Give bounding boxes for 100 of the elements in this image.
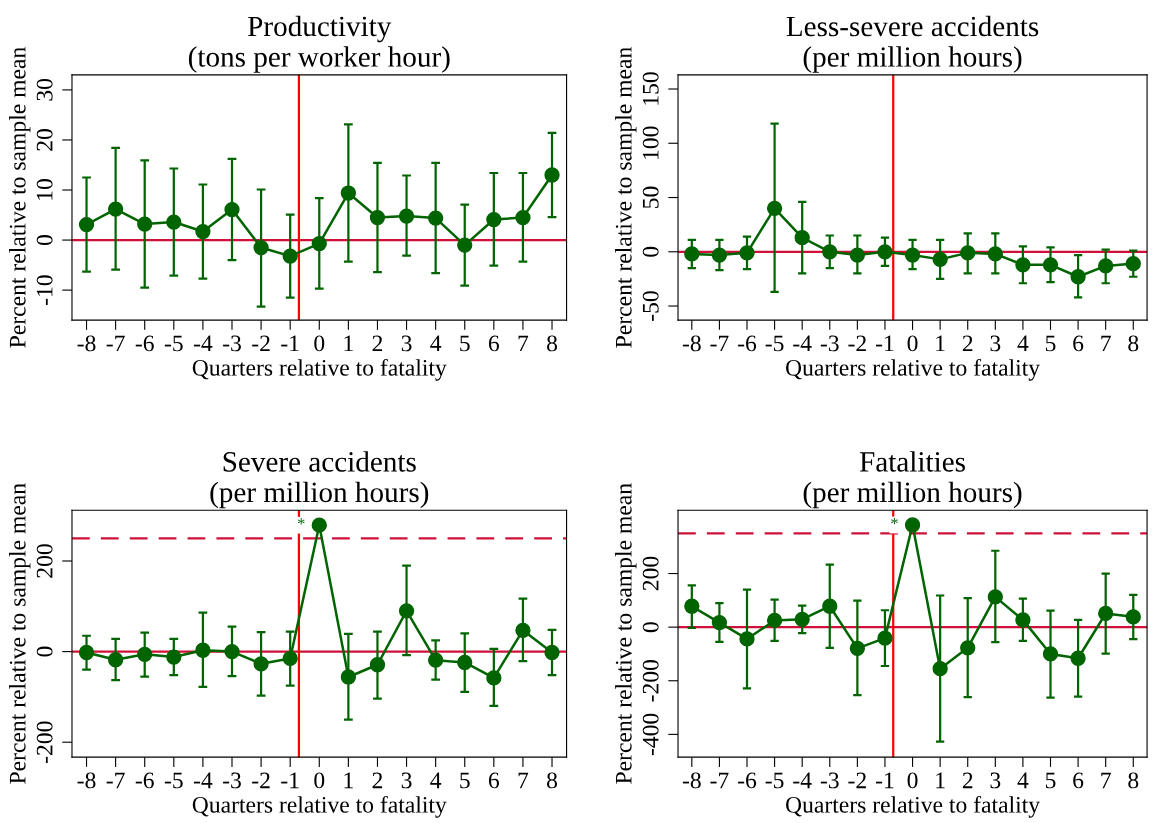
x-tick-label: -8 bbox=[682, 772, 701, 789]
point bbox=[711, 614, 728, 631]
point bbox=[137, 216, 153, 232]
point bbox=[932, 661, 948, 677]
point bbox=[794, 611, 810, 628]
point bbox=[1015, 257, 1031, 273]
point bbox=[877, 244, 893, 260]
x-tick-label: -7 bbox=[106, 335, 125, 352]
point bbox=[877, 630, 893, 646]
point bbox=[107, 652, 124, 668]
x-tick-label: -5 bbox=[164, 335, 183, 352]
point bbox=[137, 646, 153, 662]
x-tick-label: 3 bbox=[990, 335, 1001, 352]
x-tick-label: 6 bbox=[488, 335, 500, 352]
x-tick-label: 8 bbox=[547, 335, 558, 352]
x-axis-title: Quarters relative to fatality bbox=[786, 795, 1040, 818]
x-tick-label: -2 bbox=[252, 772, 270, 789]
point bbox=[195, 642, 211, 658]
x-tick-label: -4 bbox=[193, 335, 213, 352]
x-tick-label: 6 bbox=[488, 772, 500, 789]
point bbox=[428, 652, 444, 668]
x-axis-title: Quarters relative to fatality bbox=[192, 358, 447, 381]
x-tick-label: -5 bbox=[164, 772, 183, 789]
x-tick-label: 2 bbox=[372, 335, 383, 352]
point bbox=[1070, 269, 1086, 285]
y-tick-label: 0 bbox=[36, 235, 53, 246]
point bbox=[822, 598, 838, 614]
x-tick-label: 0 bbox=[907, 335, 918, 352]
x-tick-label: 3 bbox=[401, 772, 412, 789]
x-tick-label: 2 bbox=[962, 335, 973, 352]
point bbox=[311, 517, 327, 533]
x-tick-label: 0 bbox=[314, 335, 325, 352]
x-tick-label: -4 bbox=[793, 335, 812, 352]
x-tick-label: 4 bbox=[430, 335, 442, 352]
x-tick-label: 0 bbox=[907, 772, 918, 789]
x-tick-label: 8 bbox=[1128, 772, 1139, 789]
x-tick-label: -3 bbox=[820, 772, 839, 789]
x-tick-label: -7 bbox=[710, 335, 729, 352]
y-tick-label: 20 bbox=[36, 129, 53, 151]
point bbox=[428, 210, 444, 226]
point bbox=[822, 244, 838, 260]
x-tick-label: 4 bbox=[430, 772, 442, 789]
point bbox=[311, 235, 327, 252]
x-tick-label: -7 bbox=[106, 772, 125, 789]
x-tick-label: 0 bbox=[314, 772, 325, 789]
point bbox=[1070, 650, 1086, 666]
y-tick-label: 50 bbox=[642, 186, 659, 208]
point bbox=[486, 670, 502, 686]
y-tick-label: 200 bbox=[36, 544, 53, 578]
x-tick-label: 7 bbox=[518, 772, 529, 789]
point bbox=[515, 209, 531, 226]
point bbox=[1042, 646, 1059, 662]
point bbox=[457, 237, 473, 253]
y-tick-label: -200 bbox=[36, 721, 53, 763]
point bbox=[766, 200, 783, 217]
y-tick-label: 0 bbox=[642, 246, 659, 257]
x-tick-label: 7 bbox=[1101, 772, 1111, 789]
annotation: * bbox=[891, 518, 898, 525]
x-tick-label: -6 bbox=[738, 335, 757, 352]
x-tick-label: -1 bbox=[876, 772, 894, 789]
point bbox=[166, 649, 182, 665]
x-tick-label: 3 bbox=[401, 335, 412, 352]
point bbox=[904, 517, 921, 533]
point bbox=[107, 201, 124, 217]
y-tick-label: 30 bbox=[36, 79, 53, 101]
x-tick-label: -8 bbox=[77, 335, 96, 352]
x-tick-label: -6 bbox=[738, 772, 757, 789]
point bbox=[544, 167, 560, 183]
y-tick-label: 100 bbox=[642, 126, 659, 159]
y-tick-label: -200 bbox=[642, 660, 659, 702]
x-tick-label: -6 bbox=[135, 772, 154, 789]
x-tick-label: 1 bbox=[344, 335, 353, 352]
y-tick-label: 0 bbox=[642, 622, 659, 633]
point bbox=[457, 654, 473, 671]
x-tick-label: 1 bbox=[936, 335, 945, 352]
point bbox=[904, 247, 921, 263]
x-tick-label: 7 bbox=[1101, 335, 1111, 352]
point bbox=[340, 669, 357, 685]
point bbox=[739, 631, 755, 647]
x-tick-label: 1 bbox=[344, 772, 353, 789]
x-tick-label: -7 bbox=[710, 772, 729, 789]
chart-title: Productivity (tons per worker hour) bbox=[188, 15, 450, 73]
x-tick-label: 7 bbox=[518, 335, 529, 352]
point bbox=[78, 216, 95, 233]
x-tick-label: -5 bbox=[765, 772, 784, 789]
point bbox=[78, 644, 95, 661]
y-tick-label: -10 bbox=[36, 275, 53, 305]
point bbox=[684, 598, 700, 614]
point bbox=[794, 230, 810, 246]
point bbox=[369, 209, 386, 226]
x-tick-label: -6 bbox=[135, 335, 154, 352]
x-tick-label: -8 bbox=[77, 772, 96, 789]
x-tick-label: 5 bbox=[460, 772, 470, 789]
x-tick-label: 5 bbox=[1045, 335, 1056, 352]
point bbox=[739, 245, 755, 261]
point bbox=[398, 208, 415, 224]
x-tick-label: 8 bbox=[547, 772, 558, 789]
chart-title: Less-severe accidents (per million hours) bbox=[786, 15, 1039, 73]
point bbox=[282, 248, 298, 264]
y-tick-label: 200 bbox=[642, 556, 659, 591]
